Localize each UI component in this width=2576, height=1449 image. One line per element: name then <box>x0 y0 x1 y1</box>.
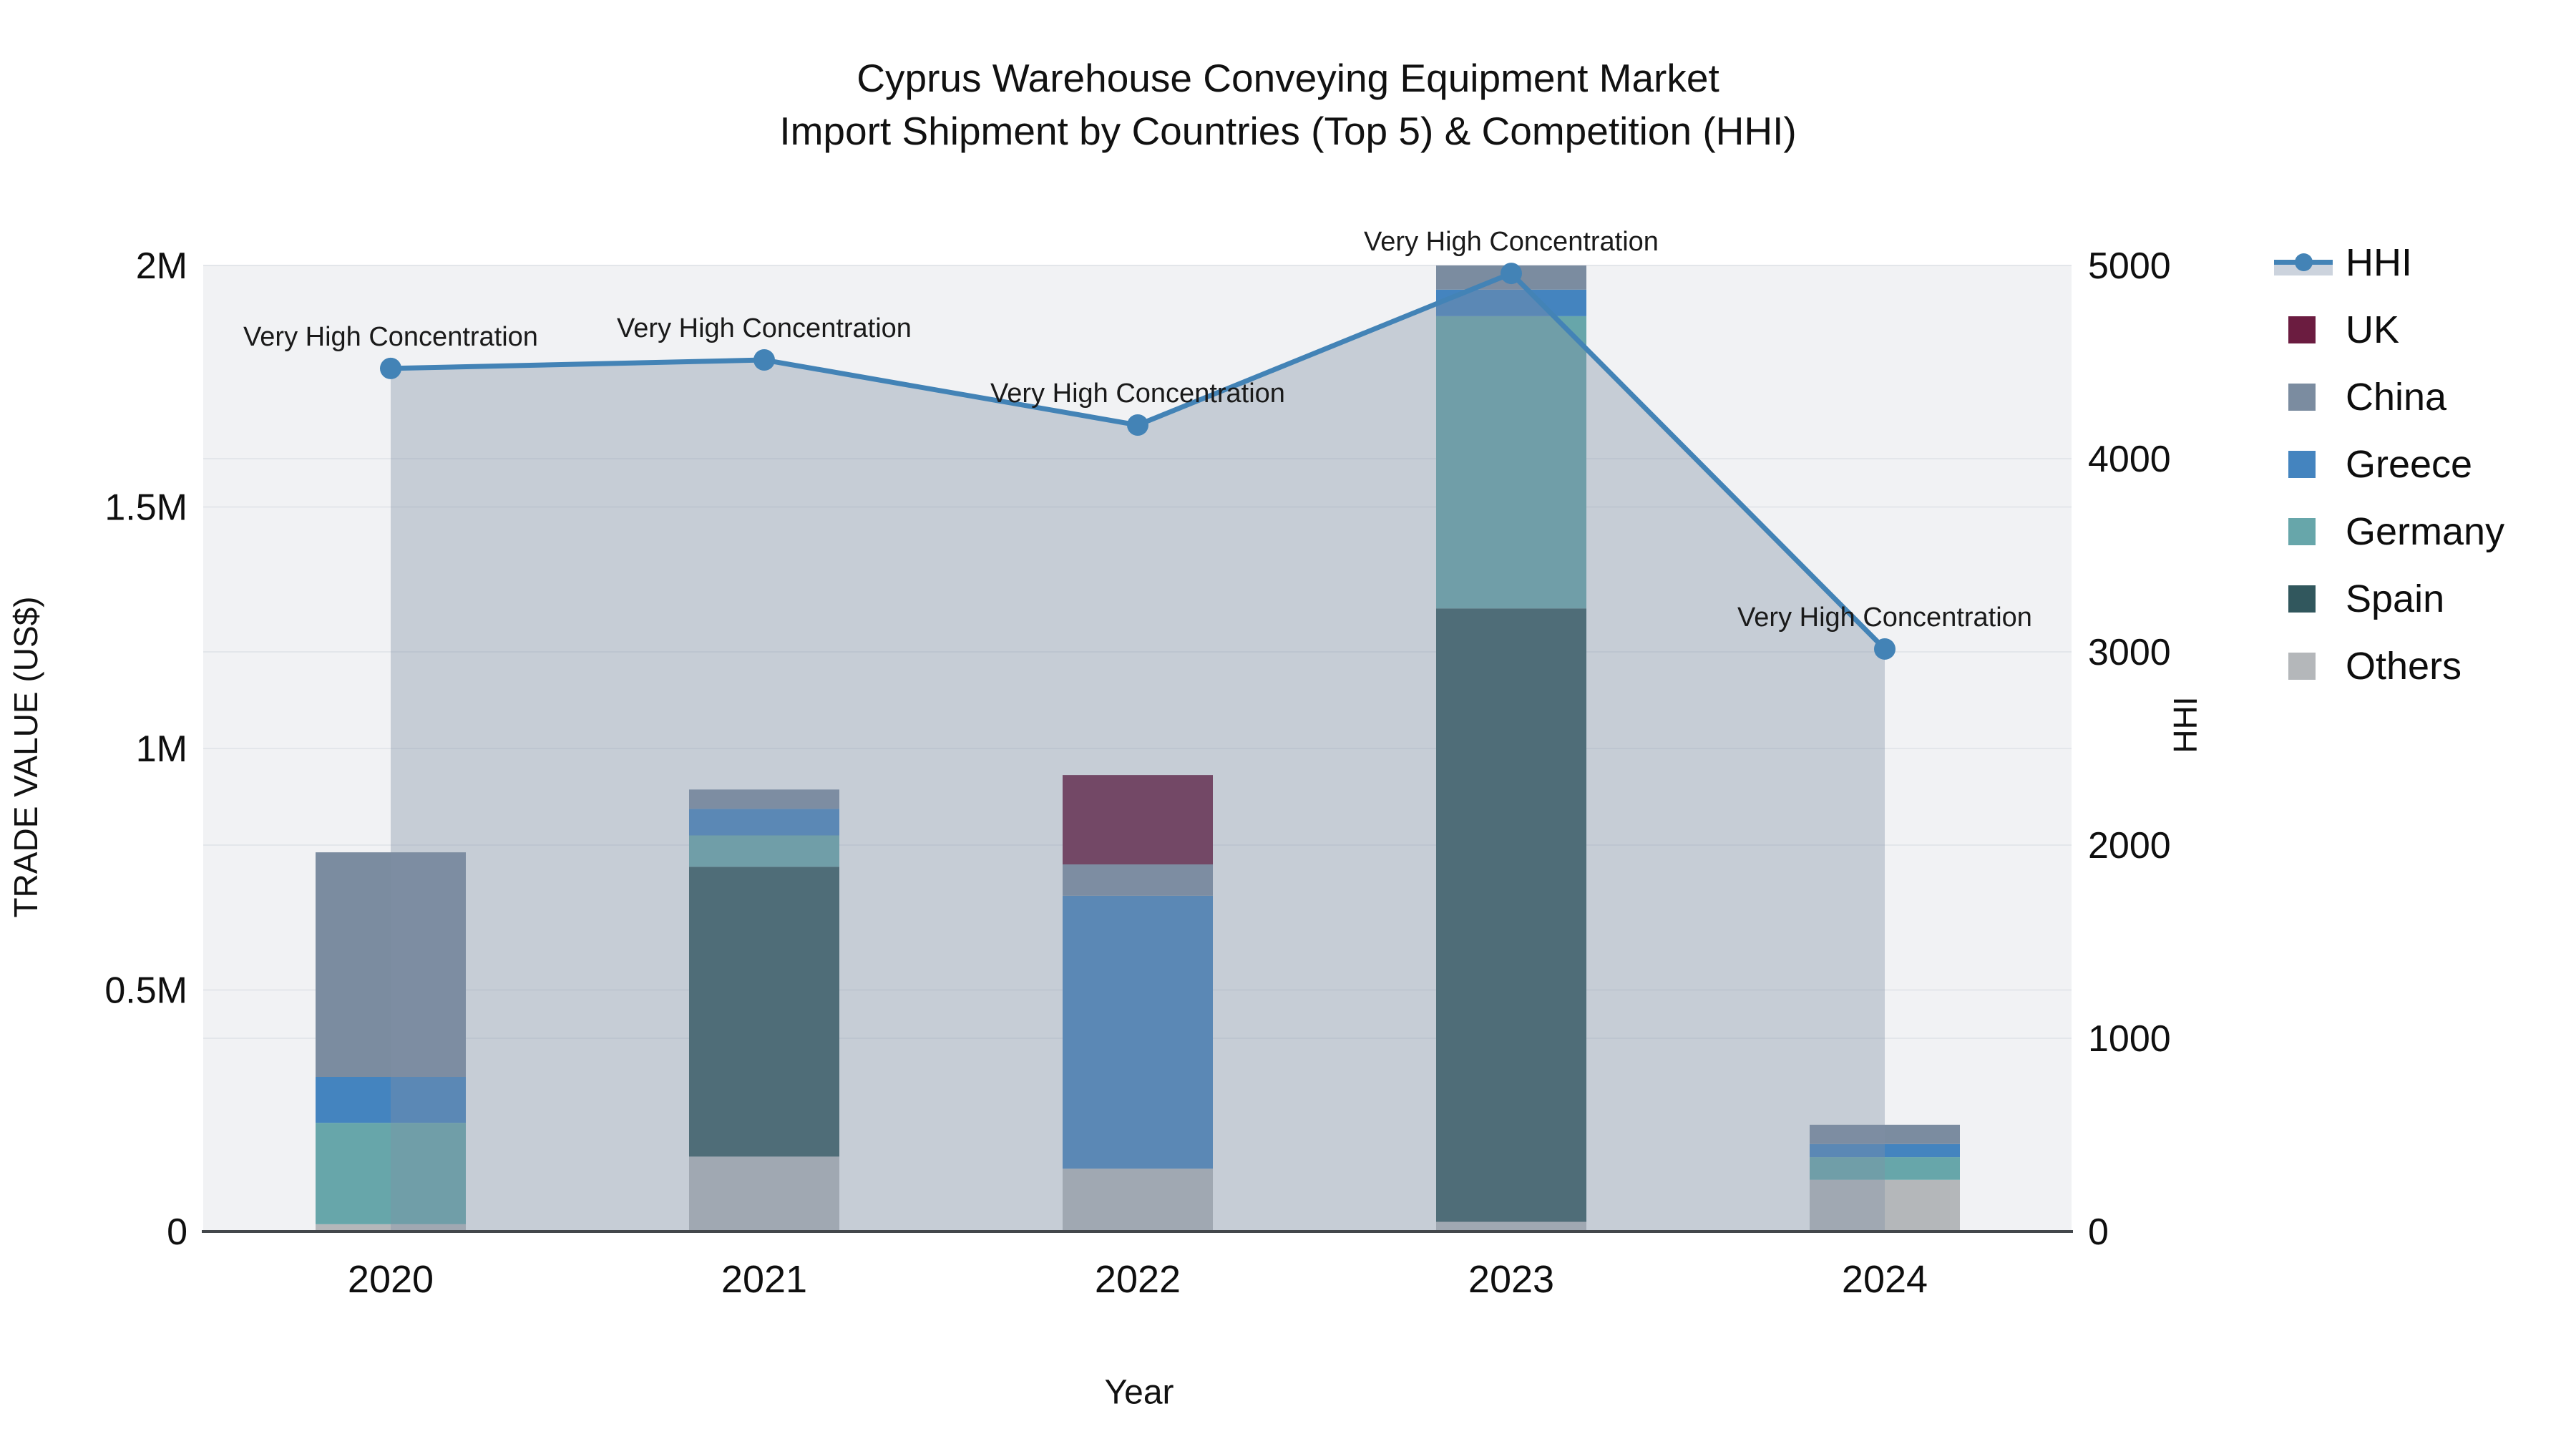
annotation-2023: Very High Concentration <box>1364 227 1659 257</box>
bar-segment-2024-greece[interactable] <box>1810 1143 1960 1158</box>
x-axis-title: Year <box>1104 1373 1174 1412</box>
bar-segment-2023-others[interactable] <box>1436 1221 1586 1232</box>
x-tick-2023: 2023 <box>1468 1258 1554 1301</box>
legend-item-others[interactable]: Others <box>2274 633 2504 700</box>
hhi-line-legend-icon <box>2274 247 2336 278</box>
spain-swatch <box>2288 585 2316 613</box>
hhi-marker-2021[interactable] <box>753 349 775 371</box>
x-tick-2021: 2021 <box>721 1258 807 1301</box>
bar-segment-2021-spain[interactable] <box>689 867 839 1157</box>
chart-title: Cyprus Warehouse Conveying Equipment Mar… <box>0 52 2576 157</box>
others-swatch <box>2288 653 2316 680</box>
bar-segment-2020-greece[interactable] <box>316 1077 466 1123</box>
legend-item-uk[interactable]: UK <box>2274 296 2504 364</box>
china-color-swatch-icon <box>2274 381 2336 413</box>
hhi-marker-2023[interactable] <box>1501 263 1522 285</box>
bar-segment-2022-others[interactable] <box>1063 1169 1213 1231</box>
legend-item-germany[interactable]: Germany <box>2274 498 2504 565</box>
annotation-2020: Very High Concentration <box>243 322 538 352</box>
y-tick-right-5000: 5000 <box>2088 245 2171 287</box>
bar-segment-2024-others[interactable] <box>1810 1179 1960 1231</box>
bar-segment-2021-others[interactable] <box>689 1156 839 1231</box>
annotation-2022: Very High Concentration <box>990 379 1285 409</box>
annotation-2024: Very High Concentration <box>1737 602 2032 633</box>
legend-label-china: China <box>2346 376 2447 419</box>
legend-label-spain: Spain <box>2346 577 2445 620</box>
hhi-marker-2020[interactable] <box>380 357 401 379</box>
legend-label-germany: Germany <box>2346 510 2505 553</box>
y-tick-left-0: 0 <box>167 1211 187 1253</box>
bar-segment-2023-germany[interactable] <box>1436 316 1586 609</box>
legend-label-greece: Greece <box>2346 443 2473 486</box>
germany-color-swatch-icon <box>2274 516 2336 547</box>
legend-item-spain[interactable]: Spain <box>2274 565 2504 633</box>
x-tick-2022: 2022 <box>1095 1258 1181 1301</box>
bar-segment-2022-greece[interactable] <box>1063 895 1213 1169</box>
bar-segment-2020-germany[interactable] <box>316 1123 466 1224</box>
legend: HHI UK China Greece Germany Spain Others <box>2274 229 2504 700</box>
bar-segment-2020-china[interactable] <box>316 852 466 1077</box>
y-tick-left-2M: 2M <box>136 245 187 287</box>
y-tick-right-2000: 2000 <box>2088 825 2171 867</box>
others-color-swatch-icon <box>2274 650 2336 682</box>
y-tick-right-0: 0 <box>2088 1211 2109 1253</box>
legend-item-greece[interactable]: Greece <box>2274 431 2504 498</box>
y-axis-right-title: HHI <box>2167 696 2204 753</box>
uk-swatch <box>2288 316 2316 343</box>
germany-swatch <box>2288 518 2316 545</box>
bar-segment-2022-uk[interactable] <box>1063 775 1213 864</box>
chart-title-line1: Cyprus Warehouse Conveying Equipment Mar… <box>857 56 1719 100</box>
y-tick-right-4000: 4000 <box>2088 439 2171 480</box>
hhi-marker-2022[interactable] <box>1127 414 1148 436</box>
legend-label-hhi: HHI <box>2346 241 2412 284</box>
bar-segment-2021-germany[interactable] <box>689 835 839 867</box>
greece-swatch <box>2288 451 2316 478</box>
bar-segment-2020-others[interactable] <box>316 1224 466 1231</box>
y-tick-right-1000: 1000 <box>2088 1018 2171 1060</box>
bar-segment-2021-greece[interactable] <box>689 809 839 836</box>
bar-segment-2023-spain[interactable] <box>1436 608 1586 1222</box>
x-tick-2024: 2024 <box>1842 1258 1928 1301</box>
china-swatch <box>2288 384 2316 411</box>
greece-color-swatch-icon <box>2274 449 2336 480</box>
annotation-2021: Very High Concentration <box>617 313 912 343</box>
legend-label-others: Others <box>2346 645 2462 688</box>
legend-label-uk: UK <box>2346 308 2400 351</box>
chart-title-line2: Import Shipment by Countries (Top 5) & C… <box>779 109 1797 153</box>
y-tick-left-1.5M: 1.5M <box>104 487 187 529</box>
x-tick-2020: 2020 <box>348 1258 434 1301</box>
bar-segment-2024-china[interactable] <box>1810 1124 1960 1144</box>
legend-item-china[interactable]: China <box>2274 364 2504 431</box>
spain-color-swatch-icon <box>2274 583 2336 615</box>
hhi-marker-swatch <box>2295 253 2313 271</box>
hhi-marker-2024[interactable] <box>1874 638 1896 660</box>
bar-segment-2022-china[interactable] <box>1063 864 1213 896</box>
bar-segment-2024-germany[interactable] <box>1810 1157 1960 1180</box>
hhi-area <box>391 273 1885 1231</box>
y-tick-left-0.5M: 0.5M <box>104 970 187 1012</box>
y-tick-right-3000: 3000 <box>2088 632 2171 673</box>
y-axis-left-title: TRADE VALUE (US$) <box>7 596 44 918</box>
legend-item-hhi[interactable]: HHI <box>2274 229 2504 296</box>
uk-color-swatch-icon <box>2274 314 2336 346</box>
y-tick-left-1M: 1M <box>136 728 187 770</box>
bar-segment-2021-china[interactable] <box>689 789 839 809</box>
